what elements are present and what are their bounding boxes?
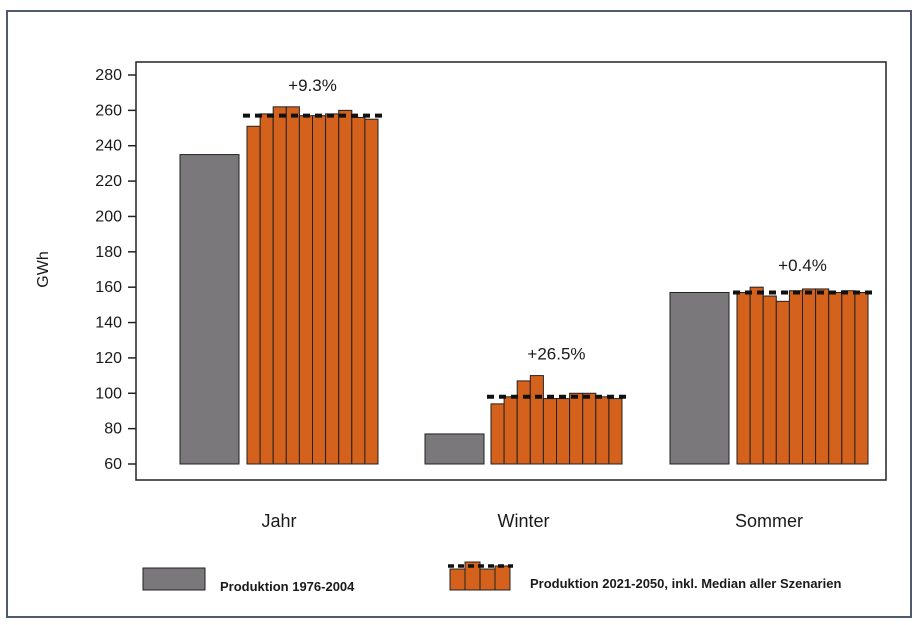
- category-labels: Jahr Winter Sommer: [261, 511, 803, 531]
- bar-future-winter-5: [542, 398, 558, 465]
- y-axis: 60 80 100 120 140 160 180 200 220 240 260 280: [95, 67, 136, 473]
- bar-future-jahr-9: [351, 116, 366, 465]
- legend-swatch-historic: [142, 567, 206, 591]
- legend-future-bar: [479, 568, 496, 591]
- y-tick-label: 100: [95, 385, 122, 402]
- bar-future-sommer-7: [815, 288, 830, 465]
- y-tick-label: 60: [104, 456, 122, 473]
- legend-future-bar: [449, 568, 466, 591]
- bar-future-sommer-9: [841, 290, 856, 465]
- bar-future-sommer-5: [788, 290, 804, 465]
- y-tick-label: 240: [95, 138, 122, 155]
- bars: +9.3% +26.5% +0.4%: [179, 76, 874, 465]
- bar-future-jahr-10: [364, 118, 379, 465]
- bar-future-jahr-3: [272, 106, 287, 465]
- y-tick-label: 260: [95, 102, 122, 119]
- bar-future-sommer-4: [775, 300, 790, 465]
- y-tick-label: 160: [95, 279, 122, 296]
- bar-future-winter-8: [582, 392, 597, 465]
- bar-future-sommer-6: [802, 288, 817, 465]
- y-tick-label: 80: [104, 421, 122, 438]
- bar-future-sommer-10: [854, 291, 869, 465]
- bar-future-jahr-8: [338, 109, 353, 465]
- y-tick-label: 200: [95, 208, 122, 225]
- bar-future-sommer-1: [736, 291, 751, 465]
- bar-future-jahr-2: [259, 113, 274, 465]
- bar-historic-winter: [424, 433, 485, 465]
- annotation-winter: +26.5%: [527, 345, 585, 364]
- category-label-winter: Winter: [497, 511, 549, 531]
- bar-future-winter-10: [608, 398, 623, 465]
- legend: Produktion 1976-2004 Produktion 2021-205…: [142, 561, 841, 594]
- y-tick-label: 280: [95, 67, 122, 84]
- bar-future-jahr-7: [325, 113, 340, 465]
- y-tick-label: 140: [95, 315, 122, 332]
- bar-future-winter-7: [569, 392, 584, 465]
- bar-future-winter-4: [529, 375, 544, 465]
- bar-future-sommer-3: [762, 295, 777, 465]
- legend-swatch-future: [448, 561, 513, 591]
- legend-label-historic: Produktion 1976-2004: [220, 579, 355, 594]
- bar-historic-sommer: [669, 291, 730, 465]
- bar-future-jahr-1: [246, 125, 261, 465]
- bar-future-winter-3: [516, 380, 531, 465]
- y-tick-label: 120: [95, 350, 122, 367]
- bar-future-sommer-2: [749, 286, 764, 465]
- bar-future-jahr-4: [285, 106, 300, 465]
- category-label-jahr: Jahr: [261, 511, 296, 531]
- bar-future-winter-6: [556, 398, 571, 465]
- bar-future-winter-2: [503, 396, 518, 465]
- bar-historic-jahr: [179, 154, 240, 465]
- bar-future-winter-1: [490, 403, 505, 465]
- annotation-sommer: +0.4%: [778, 256, 827, 275]
- annotation-jahr: +9.3%: [288, 76, 337, 95]
- y-axis-label: GWh: [35, 251, 52, 287]
- plot-area: [135, 61, 887, 481]
- y-tick-label: 180: [95, 244, 122, 261]
- legend-label-future: Produktion 2021-2050, inkl. Median aller…: [530, 576, 841, 591]
- legend-future-bar: [494, 565, 511, 591]
- bar-future-jahr-5: [298, 115, 313, 465]
- bar-future-winter-9: [595, 396, 610, 465]
- bar-future-jahr-6: [312, 115, 327, 465]
- y-tick-label: 220: [95, 173, 122, 190]
- bar-future-sommer-8: [828, 291, 843, 465]
- category-label-sommer: Sommer: [735, 511, 803, 531]
